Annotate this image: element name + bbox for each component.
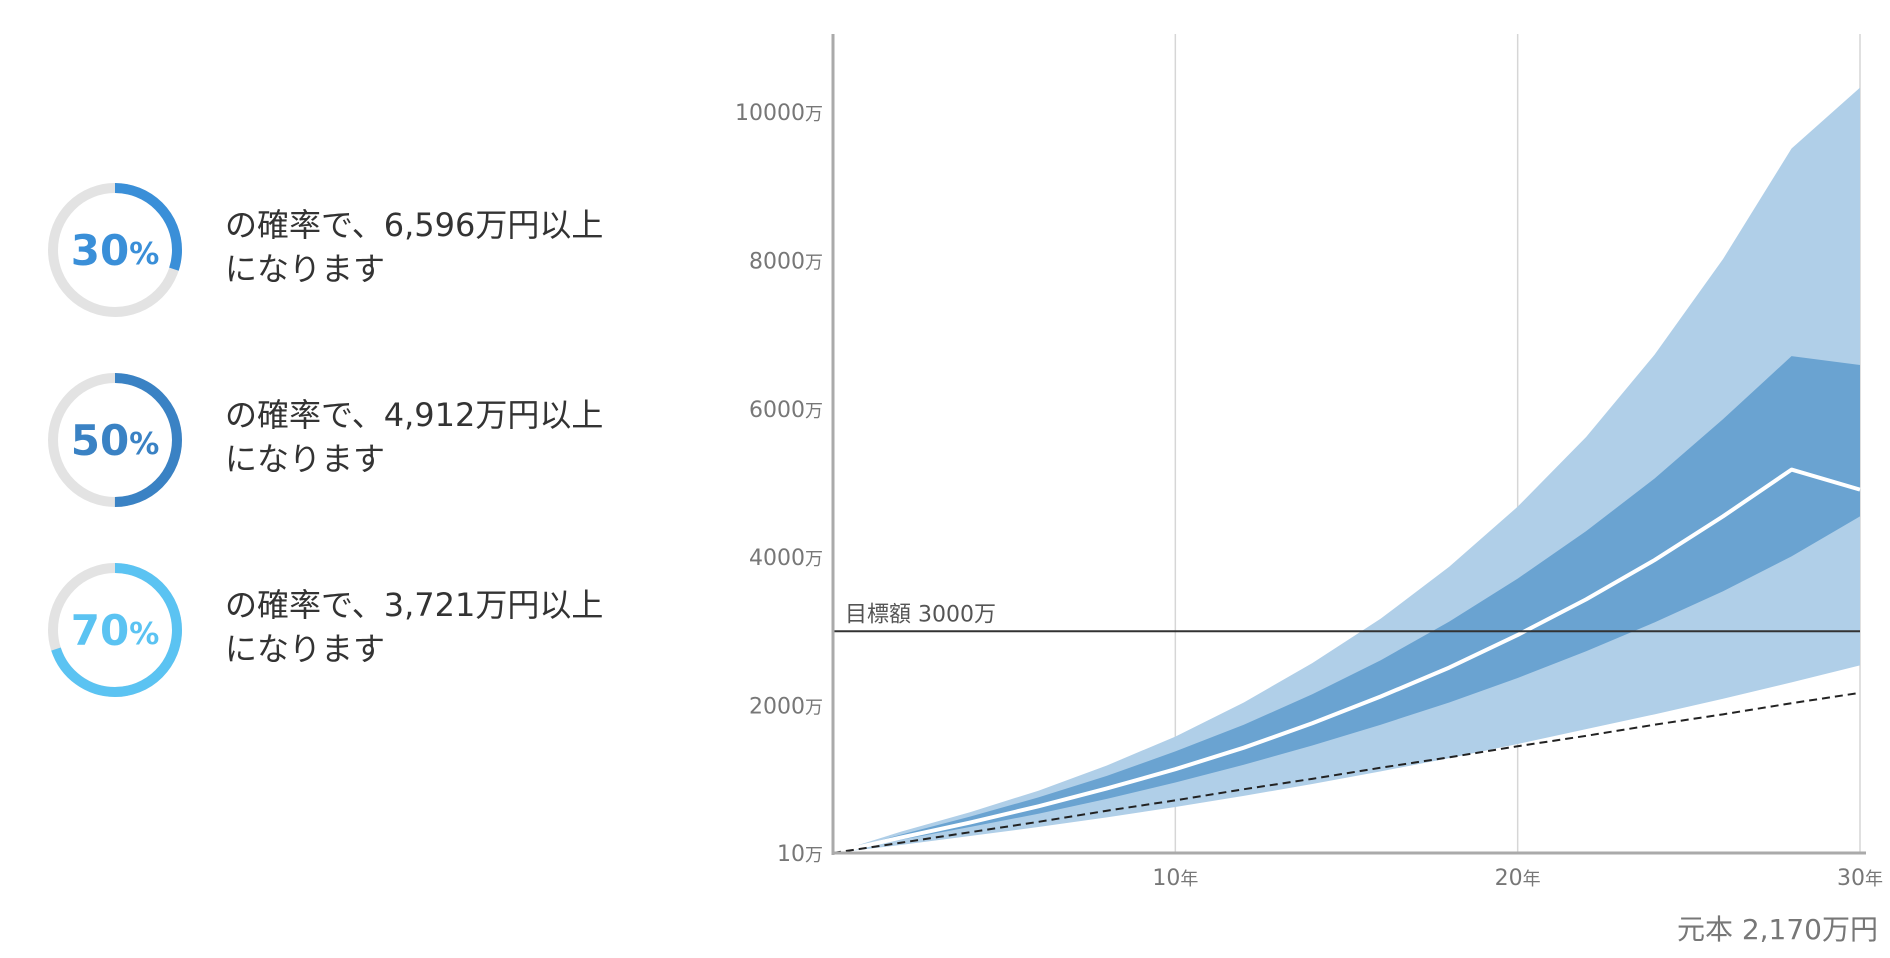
percentage-unit: % xyxy=(129,616,160,652)
projection-chart-svg: 目標額 3000万 10万 2000万 4000万 6000万 8000万 10000万 10… xyxy=(735,34,1883,891)
y-tick-label: 8000万 xyxy=(749,249,823,274)
x-tick-label: 20年 xyxy=(1495,866,1541,891)
median-line xyxy=(832,467,1861,855)
x-tick-label: 10年 xyxy=(1152,866,1198,891)
probability-line-2: になります xyxy=(225,250,386,288)
y-tick-label: 4000万 xyxy=(749,546,823,571)
donut-progress-arc xyxy=(48,373,182,507)
probability-description: の確率で、3,721万円以上 になります xyxy=(225,583,665,671)
percentage-label: 30% xyxy=(40,175,190,325)
x-tick-label: 30年 xyxy=(1837,866,1883,891)
probability-line-1: の確率で、3,721万円以上 xyxy=(225,586,604,624)
percentage-label: 50% xyxy=(40,365,190,515)
percentage-unit: % xyxy=(129,426,160,462)
percentile-band-1 xyxy=(833,87,1860,853)
y-tick-label: 2000万 xyxy=(749,694,823,719)
probability-line-1: の確率で、6,596万円以上 xyxy=(225,206,604,244)
probability-line-1: の確率で、4,912万円以上 xyxy=(225,396,604,434)
donut-progress-arc xyxy=(48,563,182,697)
donut-gauge-70: 70% xyxy=(40,555,190,705)
probability-row-50: 50% の確率で、4,912万円以上 になります xyxy=(40,365,680,515)
probability-line-2: になります xyxy=(225,440,386,478)
target-label: 目標額 3000万 xyxy=(845,602,996,627)
projection-chart: 目標額 3000万 10万 2000万 4000万 6000万 8000万 10000万 10… xyxy=(700,0,1890,958)
probability-description: の確率で、6,596万円以上 になります xyxy=(225,203,665,291)
donut-gauge-50: 50% xyxy=(40,365,190,515)
y-tick-label: 6000万 xyxy=(749,398,823,423)
percentage-label: 70% xyxy=(40,555,190,705)
percentage-unit: % xyxy=(129,236,160,272)
donut-progress-arc xyxy=(48,183,182,317)
percentage-number: 70 xyxy=(70,605,130,655)
donut-gauge-30: 30% xyxy=(40,175,190,325)
principal-line xyxy=(832,691,1861,854)
probability-row-30: 30% の確率で、6,596万円以上 になります xyxy=(40,175,680,325)
y-tick-label: 10000万 xyxy=(735,101,823,126)
y-tick-label: 10万 xyxy=(777,842,823,867)
probability-line-2: になります xyxy=(225,630,386,668)
principal-label: 元本 2,170万円 xyxy=(1676,913,1878,946)
percentage-number: 50 xyxy=(70,415,130,465)
percentage-number: 30 xyxy=(70,225,130,275)
percentile-band-2 xyxy=(833,356,1860,853)
probability-description: の確率で、4,912万円以上 になります xyxy=(225,393,665,481)
probability-row-70: 70% の確率で、3,721万円以上 になります xyxy=(40,555,680,705)
